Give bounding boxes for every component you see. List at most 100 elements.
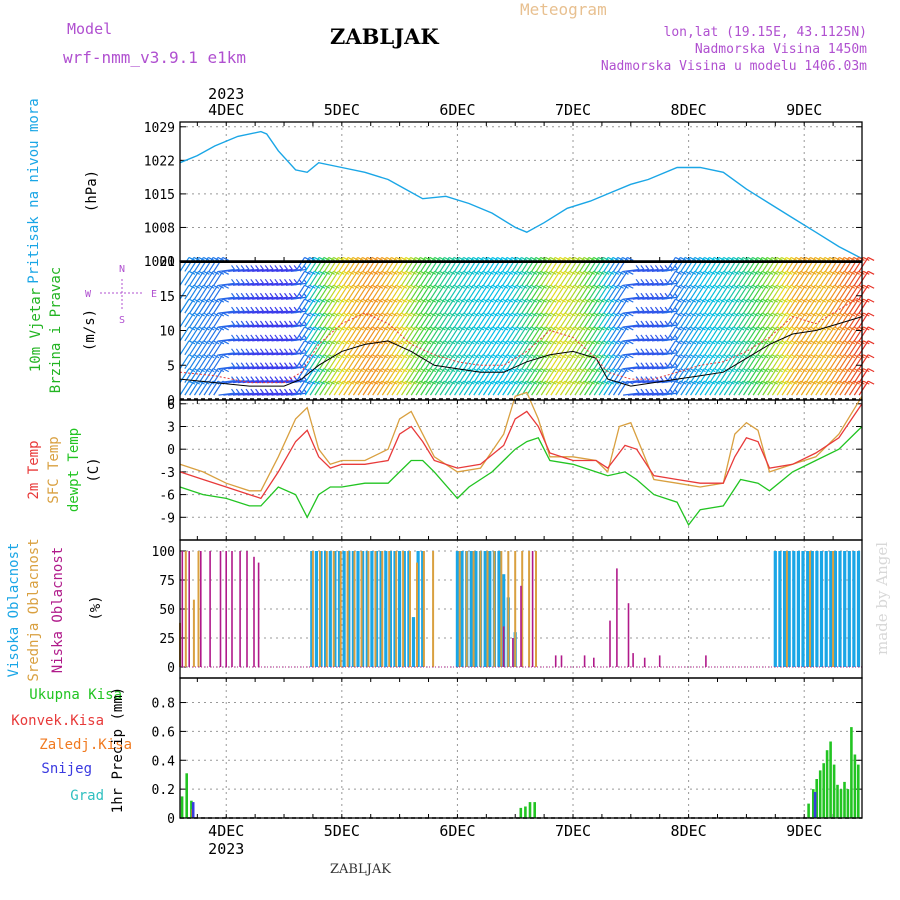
wind-barb xyxy=(559,312,567,317)
wind-barb xyxy=(343,368,354,383)
wind-barb xyxy=(781,256,788,261)
wind-barb xyxy=(718,257,729,272)
wind-barb xyxy=(680,284,687,289)
wind-barb xyxy=(516,354,527,370)
wind-barb xyxy=(588,298,596,303)
wind-barb xyxy=(189,340,200,356)
cloud-bar xyxy=(465,551,468,667)
wind-barb xyxy=(269,265,274,270)
wind-barb xyxy=(198,298,209,314)
wind-barb xyxy=(304,312,311,317)
cloud-bar xyxy=(225,551,227,667)
wind-barb xyxy=(193,354,201,359)
wind-barb xyxy=(545,312,552,317)
wind-barb xyxy=(507,368,518,383)
wind-barb xyxy=(193,340,204,356)
wind-barb xyxy=(357,271,368,286)
wind-barb xyxy=(863,368,870,373)
wind-barb xyxy=(415,270,422,275)
wind-barb xyxy=(348,326,359,342)
wind-barb xyxy=(824,298,832,303)
wind-barb xyxy=(424,256,432,261)
wind-barb xyxy=(309,326,316,331)
wind-barb xyxy=(718,368,726,373)
wind-barb xyxy=(328,340,339,356)
wind-barb xyxy=(203,326,210,331)
wind-barb xyxy=(496,340,504,345)
wind-barb xyxy=(439,298,446,303)
wind-barb xyxy=(723,284,730,289)
wind-barb xyxy=(525,312,533,317)
wind-barb xyxy=(680,270,687,275)
wind-barb xyxy=(410,257,421,272)
wind-barb xyxy=(685,340,696,356)
wind-barb xyxy=(492,270,499,275)
wind-barb xyxy=(415,271,426,286)
wind-barb xyxy=(737,340,745,345)
wind-barb xyxy=(429,326,437,331)
wind-barb xyxy=(444,326,455,342)
wind-barb xyxy=(805,257,816,272)
wind-barb xyxy=(781,271,792,286)
wind-barb xyxy=(559,284,567,289)
wind-barb xyxy=(800,298,811,314)
wind-barb xyxy=(593,298,604,314)
wind-barb xyxy=(259,320,264,326)
cloud-bar xyxy=(398,551,402,667)
wind-barb xyxy=(867,270,875,275)
wind-barb xyxy=(304,284,315,300)
wind-barb xyxy=(848,340,859,356)
wind-barb xyxy=(208,257,219,272)
wind-barb xyxy=(502,340,513,356)
wind-barb xyxy=(279,306,284,312)
wind-barb xyxy=(269,292,274,298)
wind-barb xyxy=(684,326,692,331)
wind-ytick-label: 0 xyxy=(167,394,175,409)
wind-barb xyxy=(602,256,610,261)
wind-barb xyxy=(386,256,393,261)
wind-barb xyxy=(805,312,812,317)
precip-axis-unit: 1hr Precip (mm) xyxy=(110,687,126,813)
wind-barb xyxy=(535,270,543,275)
wind-barb xyxy=(501,340,509,345)
wind-barb xyxy=(318,326,326,331)
wind-barb xyxy=(747,354,758,370)
wind-barb xyxy=(714,271,725,286)
wind-barb xyxy=(313,312,321,317)
wind-barb xyxy=(607,326,615,331)
wind-barb xyxy=(574,284,585,300)
wind-barb xyxy=(290,282,307,286)
wind-barb xyxy=(767,326,778,342)
wind-barb xyxy=(689,298,697,303)
wind-barb xyxy=(752,326,763,342)
cloud-bar xyxy=(583,655,586,667)
wind-barb xyxy=(617,340,628,356)
wind-barb xyxy=(434,270,441,275)
wind-barb xyxy=(810,354,821,370)
wind-barb xyxy=(179,380,190,396)
wind-barb xyxy=(405,312,416,328)
wind-barb xyxy=(684,312,692,317)
wind-barb xyxy=(376,270,384,275)
wind-barb xyxy=(795,368,807,383)
temp-axis-title-dewpt: dewpt Temp xyxy=(66,428,82,512)
wind-barb xyxy=(213,340,224,356)
wind-barb xyxy=(863,270,870,275)
wind-barb xyxy=(511,270,518,275)
wind-barb xyxy=(820,312,831,328)
wind-barb xyxy=(728,380,739,396)
wind-barb xyxy=(848,380,859,396)
wind-barb xyxy=(733,380,744,396)
wind-barb xyxy=(333,270,340,275)
wind-barb xyxy=(593,284,604,300)
cloud-bar xyxy=(246,551,248,667)
wind-barb xyxy=(640,388,645,394)
wind-barb xyxy=(640,265,645,270)
wind-barb xyxy=(274,334,279,340)
wind-barb xyxy=(212,340,220,345)
wind-barb xyxy=(386,354,393,359)
wind-barb xyxy=(328,368,335,373)
wind-barb xyxy=(790,312,798,317)
wind-barb xyxy=(372,326,383,342)
